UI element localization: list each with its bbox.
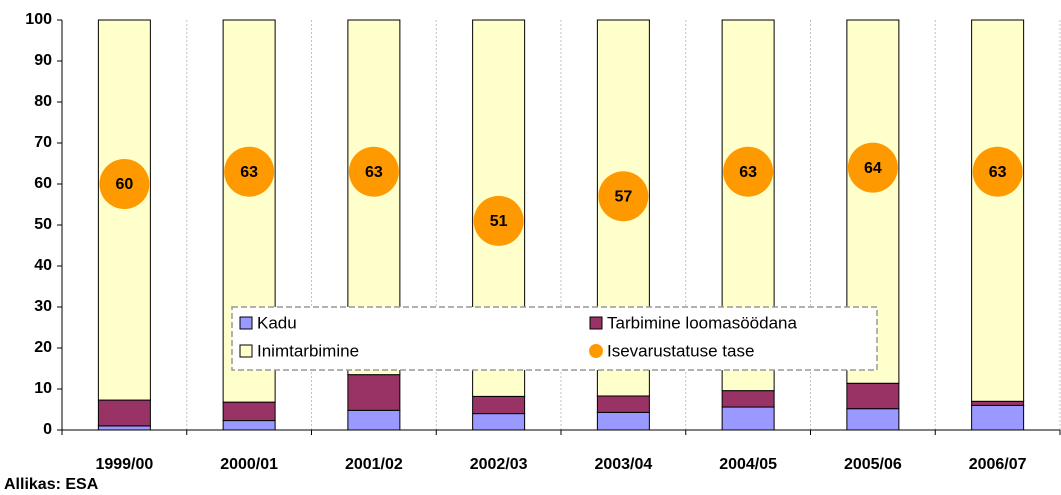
x-tick-label: 2006/07	[969, 456, 1027, 473]
legend-swatch	[589, 316, 603, 330]
y-tick-label: 80	[34, 93, 52, 110]
y-tick-label: 40	[34, 257, 52, 274]
y-tick-label: 30	[34, 298, 52, 315]
bar-segment	[97, 425, 151, 431]
dot	[598, 171, 649, 222]
y-tick-label: 100	[25, 11, 52, 28]
bar-segment	[97, 19, 151, 401]
dot	[99, 159, 150, 209]
y-tick-label: 70	[34, 134, 52, 151]
legend-label: Tarbimine loomasöödana	[607, 313, 797, 332]
dot	[972, 146, 1023, 197]
y-tick-label: 20	[34, 339, 52, 356]
bar-segment	[596, 411, 650, 431]
dot	[473, 195, 524, 246]
y-tick-label: 10	[34, 380, 52, 397]
dot-label: 63	[240, 164, 258, 181]
bar-segment	[472, 395, 526, 415]
dot-label: 60	[115, 176, 133, 193]
bar-segment	[596, 395, 650, 413]
x-tick-label: 1999/00	[95, 456, 153, 473]
dot-label: 64	[864, 160, 882, 177]
legend-swatch	[239, 344, 253, 358]
dot-label: 63	[739, 164, 757, 181]
dot	[723, 146, 774, 197]
x-tick-label: 2001/02	[345, 456, 403, 473]
y-tick-label: 0	[43, 421, 52, 438]
x-tick-label: 2003/04	[594, 456, 652, 473]
dot-label: 63	[365, 164, 383, 181]
bar-segment	[472, 413, 526, 431]
dot	[348, 146, 399, 197]
bar-segment	[721, 390, 775, 408]
dot-label: 63	[989, 164, 1007, 181]
y-tick-label: 50	[34, 216, 52, 233]
source: Allikas: ESA	[4, 476, 99, 493]
bar-segment	[971, 19, 1025, 402]
bar-segment	[721, 406, 775, 431]
bar-segment	[97, 399, 151, 427]
y-tick-label: 60	[34, 175, 52, 192]
dot	[847, 142, 898, 193]
bar-segment	[846, 382, 900, 410]
x-tick-label: 2004/05	[719, 456, 777, 473]
bar-segment	[222, 420, 276, 431]
dot-label: 51	[490, 213, 508, 230]
legend-label: Isevarustatuse tase	[607, 341, 754, 360]
legend-box	[231, 306, 878, 371]
bar-segment	[846, 408, 900, 431]
bar-segment	[347, 374, 401, 411]
legend-label: Kadu	[257, 313, 297, 332]
legend-label: Inimtarbimine	[257, 341, 359, 360]
x-tick-label: 2005/06	[844, 456, 902, 473]
dot	[224, 146, 275, 197]
bar-segment	[971, 404, 1025, 431]
legend-swatch	[239, 316, 253, 330]
bar-segment	[347, 409, 401, 431]
x-tick-label: 2000/01	[220, 456, 278, 473]
bar-segment	[971, 400, 1025, 406]
bar-segment	[222, 401, 276, 422]
dot-label: 57	[614, 189, 632, 206]
y-tick-label: 90	[34, 52, 52, 69]
legend-swatch	[589, 344, 603, 358]
x-tick-label: 2002/03	[470, 456, 528, 473]
